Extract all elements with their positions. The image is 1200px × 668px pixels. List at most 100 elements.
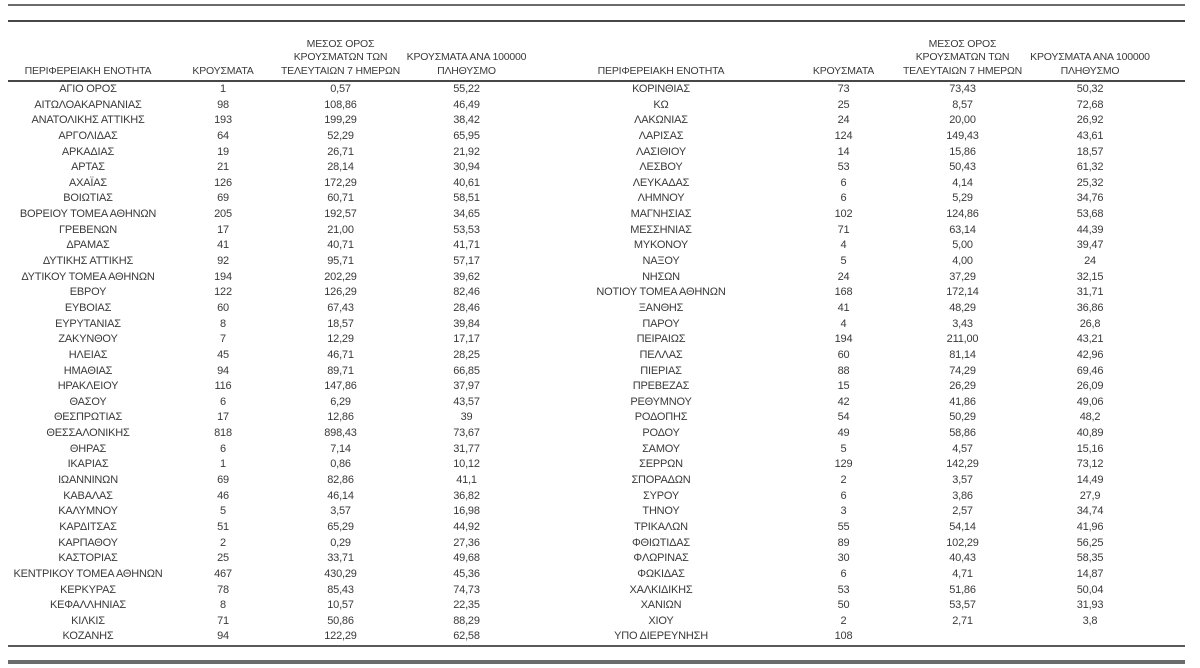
- row-spacer: [1150, 410, 1185, 426]
- right-per100k-cell: 44,39: [1076, 223, 1104, 236]
- left-region-cell: ΘΕΣΣΑΛΟΝΙΚΗΣ: [46, 427, 130, 440]
- right-region-cell: ΤΡΙΚΑΛΩΝ: [634, 520, 688, 533]
- left-cases-cell: 69: [217, 192, 229, 205]
- left-per100k-cell: 58,51: [453, 192, 480, 205]
- right-avg7-cell: 8,57: [952, 98, 973, 111]
- right-per100k-cell: 61,32: [1076, 161, 1104, 174]
- left-cases-cell: 8: [220, 599, 226, 612]
- right-region-cell: ΦΘΙΩΤΙΔΑΣ: [631, 536, 691, 549]
- right-cases-cell: 168: [834, 286, 853, 299]
- left-per100k-cell: 66,85: [453, 364, 480, 377]
- right-region-cell: ΝΗΣΩΝ: [642, 270, 680, 283]
- right-cases-cell: 89: [837, 536, 850, 549]
- right-per100k-cell: 31,71: [1076, 286, 1104, 299]
- left-per100k-cell: 53,53: [453, 223, 480, 236]
- header-row: ΠΕΡΙΦΕΡΕΙΑΚΗ ΕΝΟΤΗΤΑ ΚΡΟΥΣΜΑΤΑ ΜΕΣΟΣ ΟΡΟ…: [8, 24, 1185, 82]
- table-row: ΚΟΖΑΝΗΣ 94 122,29 62,58 ΥΠΟ ΔΙΕΡΕΥΝΗΣΗ 108: [8, 629, 1185, 646]
- left-per100k-cell: 65,95: [453, 129, 480, 142]
- right-per100k-cell: 14,49: [1076, 474, 1104, 487]
- left-cases-cell: 122: [214, 286, 232, 299]
- row-spacer: [1150, 567, 1185, 583]
- bottom-rule: [8, 660, 1185, 664]
- left-avg7-cell: 430,29: [324, 567, 357, 580]
- right-cases-cell: 6: [840, 489, 847, 502]
- left-cases-cell: 126: [214, 176, 232, 189]
- right-region-cell: ΛΕΥΚΑΔΑΣ: [632, 176, 690, 189]
- right-avg7-cell: 15,86: [949, 145, 976, 158]
- right-avg7-cell: 172,14: [946, 286, 979, 299]
- left-cases-cell: 467: [214, 567, 232, 580]
- left-cases-cell: 1: [220, 83, 226, 95]
- right-cases-cell: 6: [840, 176, 847, 189]
- row-spacer: [1150, 223, 1185, 239]
- right-region-cell: ΣΠΟΡΑΔΩΝ: [631, 474, 691, 487]
- left-per100k-cell: 57,17: [453, 255, 480, 268]
- left-avg7-cell: 65,29: [327, 520, 354, 533]
- left-avg7-cell: 21,00: [327, 223, 354, 236]
- left-avg7-cell: 67,43: [327, 301, 354, 314]
- right-region-cell: ΠΕΙΡΑΙΩΣ: [636, 333, 686, 346]
- left-avg7-cell: 6,29: [330, 395, 351, 408]
- left-avg7-cell: 3,57: [330, 505, 351, 518]
- table-row: ΑΝΑΤΟΛΙΚΗΣ ΑΤΤΙΚΗΣ 193 199,29 38,42 ΛΑΚΩΝΙΑΣ…: [8, 113, 1185, 129]
- row-spacer: [1150, 207, 1185, 223]
- right-per100k-cell: 48,2: [1079, 411, 1101, 424]
- left-per100k-cell: 39,62: [453, 270, 480, 283]
- left-cases-cell: 41: [217, 239, 229, 252]
- table-row: ΚΕΦΑΛΛΗΝΙΑΣ 8 10,57 22,35 ΧΑΝΙΩΝ 50 53,57 31,93: [8, 598, 1185, 614]
- left-per100k-cell: 45,36: [453, 567, 480, 580]
- left-per100k-cell: 22,35: [453, 599, 480, 612]
- table-row: ΗΛΕΙΑΣ 45 46,71 28,25 ΠΕΛΛΑΣ 60 81,14 42,96: [8, 348, 1185, 364]
- left-cases-cell: 17: [217, 223, 229, 236]
- table-row: ΚΕΝΤΡΙΚΟΥ ΤΟΜΕΑ ΑΘΗΝΩΝ 467 430,29 45,36 ΦΩΚΙ…: [8, 567, 1185, 583]
- left-cases-cell: 2: [220, 536, 226, 549]
- left-cases-cell: 69: [217, 474, 229, 487]
- left-per100k-cell: 28,46: [453, 301, 480, 314]
- table-row: ΚΑΣΤΟΡΙΑΣ 25 33,71 49,68 ΦΛΩΡΙΝΑΣ 30 40,43 58,3…: [8, 551, 1185, 567]
- left-per100k-cell: 73,67: [453, 427, 480, 440]
- right-avg7-cell: 4,00: [952, 255, 973, 268]
- right-cases-cell: 71: [837, 223, 850, 236]
- left-avg7-cell: 12,86: [327, 411, 354, 424]
- right-region-cell: ΛΗΜΝΟΥ: [637, 192, 685, 205]
- right-per100k-cell: 34,76: [1076, 192, 1104, 205]
- left-avg7-cell: 0,57: [330, 83, 351, 95]
- left-avg7-cell: 172,29: [324, 176, 357, 189]
- left-avg7-cell: 28,14: [327, 161, 354, 174]
- table-row: ΗΜΑΘΙΑΣ 94 89,71 66,85 ΠΙΕΡΙΑΣ 88 74,29 69,46: [8, 364, 1185, 380]
- left-cases-cell: 98: [217, 98, 229, 111]
- left-avg7-cell: 40,71: [327, 239, 354, 252]
- left-per100k-cell: 41,71: [453, 239, 480, 252]
- left-cases-cell: 116: [214, 380, 232, 393]
- right-avg7-cell: 4,57: [952, 442, 973, 455]
- row-spacer: [1150, 317, 1185, 333]
- right-per100k-cell: 25,32: [1076, 176, 1104, 189]
- left-avg7-cell: 108,86: [324, 98, 357, 111]
- left-avg7-cell: 898,43: [324, 427, 357, 440]
- right-region-cell: ΣΥΡΟΥ: [642, 489, 679, 502]
- table-row: ΚΕΡΚΥΡΑΣ 78 85,43 74,73 ΧΑΛΚΙΔΙΚΗΣ 53 51,86 50,…: [8, 583, 1185, 599]
- left-avg7-cell: 12,29: [327, 333, 354, 346]
- right-cases-cell: 102: [834, 208, 853, 221]
- right-region-cell: ΛΕΣΒΟΥ: [639, 161, 683, 174]
- table-row: ΕΒΡΟΥ 122 126,29 82,46 ΝΟΤΙΟΥ ΤΟΜΕΑ ΑΘΗΝΩΝ 16…: [8, 285, 1185, 301]
- table-row: ΘΑΣΟΥ 6 6,29 43,57 ΡΕΘΥΜΝΟΥ 42 41,86 49,06: [8, 395, 1185, 411]
- right-region-cell: ΦΩΚΙΔΑΣ: [637, 567, 685, 580]
- row-spacer: [1150, 504, 1185, 520]
- row-spacer: [1150, 81, 1185, 98]
- row-spacer: [1150, 473, 1185, 489]
- right-region-cell: ΡΟΔΟΠΗΣ: [634, 411, 688, 424]
- header-cases-right: ΚΡΟΥΣΜΑΤΑ: [792, 24, 895, 82]
- table-row: ΘΕΣΠΡΩΤΙΑΣ 17 12,86 39 ΡΟΔΟΠΗΣ 54 50,29 48,2: [8, 410, 1185, 426]
- left-cases-cell: 8: [220, 317, 226, 330]
- right-region-cell: ΚΩ: [653, 98, 669, 111]
- right-cases-cell: 24: [837, 114, 850, 127]
- right-avg7-cell: 26,29: [949, 380, 976, 393]
- left-avg7-cell: 46,71: [327, 348, 354, 361]
- left-region-cell: ΚΕΡΚΥΡΑΣ: [60, 583, 116, 596]
- right-per100k-cell: 49,06: [1076, 395, 1104, 408]
- left-avg7-cell: 202,29: [324, 270, 357, 283]
- right-avg7-cell: 4,71: [952, 567, 973, 580]
- right-cases-cell: 4: [840, 239, 847, 252]
- header-region-right: ΠΕΡΙΦΕΡΕΙΑΚΗ ΕΝΟΤΗΤΑ: [530, 24, 792, 82]
